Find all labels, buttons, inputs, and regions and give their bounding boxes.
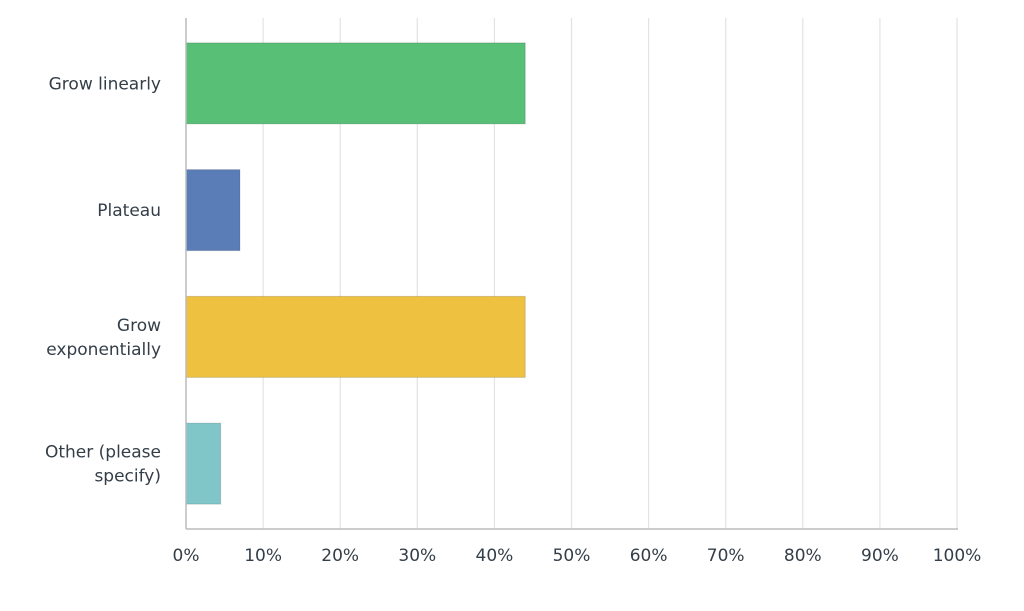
x-tick-labels: 0% 10% 20% 30% 40% 50% 60% 70% 80% 90% 100%: [173, 546, 982, 566]
category-labels: Grow linearly Plateau Grow exponentially Oth…: [45, 74, 161, 486]
x-tick-label: 20%: [321, 546, 359, 566]
category-label: Plateau: [97, 201, 161, 221]
x-tick-label: 60%: [630, 546, 668, 566]
bars: [185, 42, 526, 505]
x-tick-label: 10%: [244, 546, 282, 566]
x-tick-label: 90%: [861, 546, 899, 566]
category-label: exponentially: [46, 340, 161, 360]
category-label: Grow: [117, 316, 161, 336]
category-label: Grow linearly: [49, 74, 161, 94]
bar: [185, 422, 222, 505]
x-tick-label: 50%: [553, 546, 591, 566]
bar: [185, 42, 526, 125]
bar: [185, 169, 241, 252]
x-tick-label: 30%: [398, 546, 436, 566]
x-tick-label: 80%: [784, 546, 822, 566]
category-label: specify): [94, 467, 161, 487]
x-tick-label: 100%: [933, 546, 982, 566]
bar: [185, 295, 526, 378]
x-tick-label: 40%: [476, 546, 514, 566]
x-tick-label: 0%: [173, 546, 200, 566]
x-tick-label: 70%: [707, 546, 745, 566]
category-label: Other (please: [45, 443, 161, 463]
